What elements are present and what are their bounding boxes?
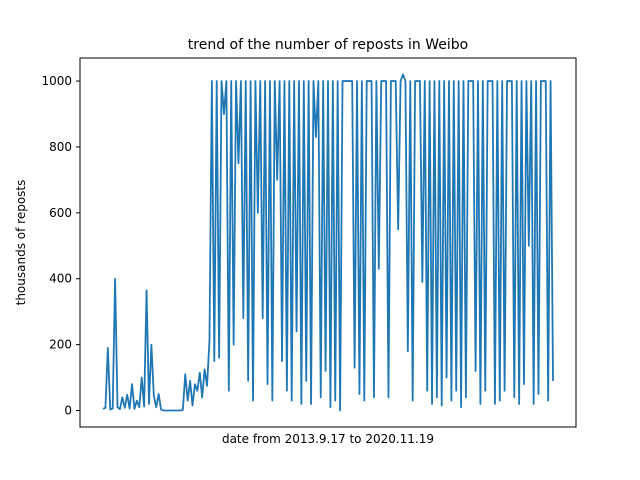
y-tick-label: 200 [49,338,72,352]
plot-area-frame [79,57,577,428]
y-tick-label: 800 [49,140,72,154]
y-tick-label: 0 [64,404,72,418]
series-line [102,73,554,412]
y-axis-ticks: 0 200 400 600 800 1000 [41,74,80,418]
chart-title: trend of the number of reposts in Weibo [188,37,468,53]
y-axis-label: thousands of reposts [14,180,28,306]
y-tick-label: 1000 [41,74,72,88]
x-axis-label: date from 2013.9.17 to 2020.11.19 [222,432,434,446]
y-tick-label: 400 [49,272,72,286]
y-tick-label: 600 [49,206,72,220]
